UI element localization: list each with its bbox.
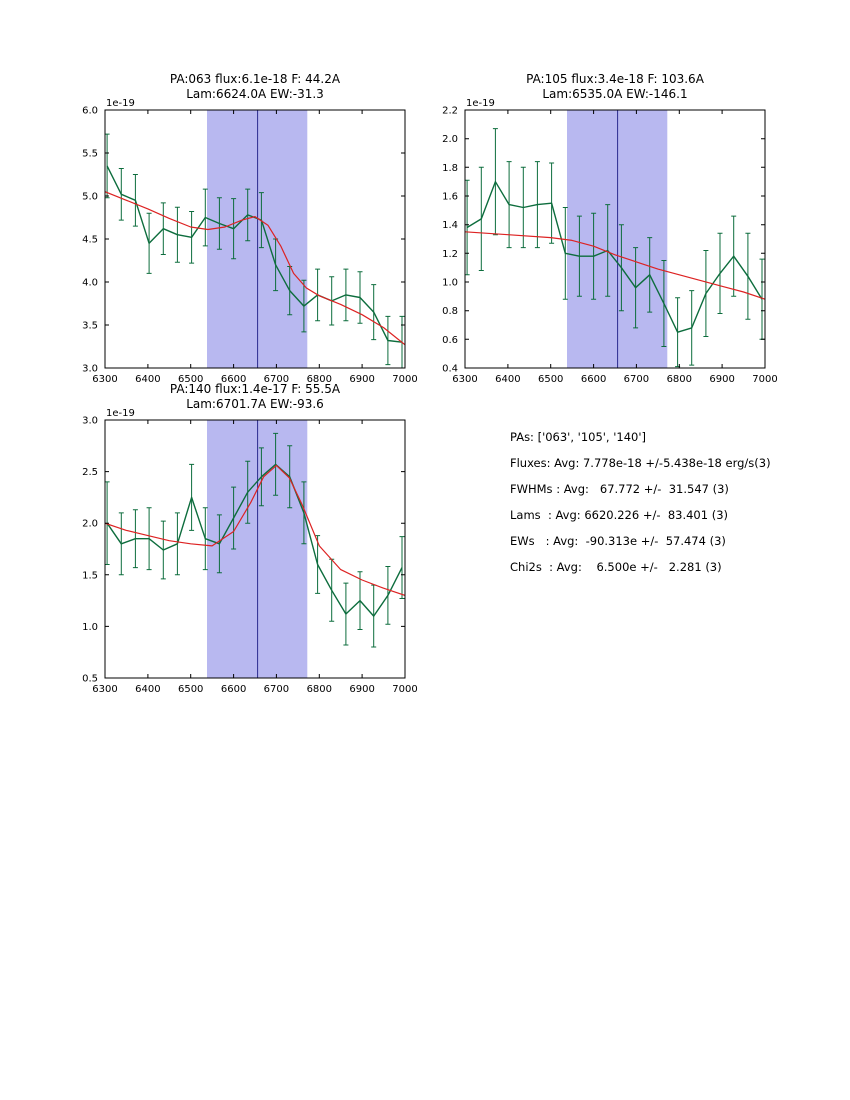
chart-title-line1: PA:140 flux:1.4e-17 F: 55.5A — [169, 382, 341, 396]
chart-title-pa063: PA:063 flux:6.1e-18 F: 44.2A Lam:6624.0A… — [105, 72, 405, 102]
chart-title-line1: PA:063 flux:6.1e-18 F: 44.2A — [169, 72, 341, 86]
tick-marks — [104, 109, 406, 369]
x-tick-label: 6400 — [135, 374, 160, 385]
y-tick-label: 1.6 — [442, 192, 458, 203]
fit-line — [105, 464, 405, 596]
axis-offset-label: 1e-19 — [106, 408, 135, 419]
plot-area-pa105: 6300 6400 6500 6600 6700 6800 6900 7000 0.4 0.6 0.… — [442, 98, 778, 385]
x-tick-label: 6300 — [92, 684, 117, 695]
x-tick-label: 6900 — [349, 684, 374, 695]
fit-line — [105, 191, 405, 346]
plot-area-pa140: 6300 6400 6500 6600 6700 6800 6900 7000 0.5 1.0 1.… — [82, 408, 418, 695]
y-tick-label: 1.5 — [82, 570, 98, 581]
y-tick-label: 2.2 — [442, 106, 458, 117]
y-tick-label: 3.0 — [82, 364, 98, 375]
subplot-pa105: PA:105 flux:3.4e-18 F: 103.6A Lam:6535.0… — [425, 70, 780, 390]
summary-stats-panel: PAs: ['063', '105', '140'] Fluxes: Avg: … — [510, 431, 771, 587]
axis-offset-label: 1e-19 — [466, 98, 495, 109]
stats-line-fluxes: Fluxes: Avg: 7.778e-18 +/-5.438e-18 erg/… — [510, 456, 771, 470]
x-tick-label: 6400 — [495, 374, 520, 385]
chart-title-line2: Lam:6624.0A EW:-31.3 — [186, 87, 324, 101]
y-tick-label: 0.5 — [82, 674, 98, 685]
chart-title-line1: PA:105 flux:3.4e-18 F: 103.6A — [526, 72, 704, 86]
y-tick-label: 0.8 — [442, 306, 458, 317]
x-tick-label: 7000 — [392, 374, 417, 385]
y-tick-label: 5.0 — [82, 192, 98, 203]
spectrum-line — [106, 165, 403, 343]
y-tick-label: 3.5 — [82, 321, 98, 332]
x-tick-label: 7000 — [752, 374, 777, 385]
x-tick-label: 6300 — [92, 374, 117, 385]
plot-area-pa063: 6300 6400 6500 6600 6700 6800 6900 7000 3.0 3.5 4.… — [82, 98, 418, 385]
x-tick-label: 6900 — [709, 374, 734, 385]
x-tick-label: 6700 — [264, 374, 289, 385]
stats-line-lams: Lams : Avg: 6620.226 +/- 83.401 (3) — [510, 508, 729, 522]
x-tick-label: 6700 — [624, 374, 649, 385]
x-tick-label: 6400 — [135, 684, 160, 695]
x-tick-label: 6900 — [349, 374, 374, 385]
y-tick-label: 3.0 — [82, 416, 98, 427]
subplot-pa063: PA:063 flux:6.1e-18 F: 44.2A Lam:6624.0A… — [65, 70, 420, 390]
x-tick-label: 7000 — [392, 684, 417, 695]
y-tick-label: 5.5 — [82, 149, 98, 160]
spectrum-line — [106, 463, 403, 617]
y-tick-label: 4.0 — [82, 278, 98, 289]
y-tick-label: 1.8 — [442, 163, 458, 174]
axes-frame — [464, 109, 766, 369]
stats-line-fwhms: FWHMs : Avg: 67.772 +/- 31.547 (3) — [510, 482, 729, 496]
chart-title-line2: Lam:6535.0A EW:-146.1 — [542, 87, 688, 101]
y-tick-label: 2.5 — [82, 467, 98, 478]
x-tick-label: 6600 — [581, 374, 606, 385]
stats-line-pas: PAs: ['063', '105', '140'] — [510, 430, 647, 444]
subplot-pa140: PA:140 flux:1.4e-17 F: 55.5A Lam:6701.7A… — [65, 380, 420, 700]
x-tick-label: 6800 — [307, 684, 332, 695]
x-tick-label: 6300 — [452, 374, 477, 385]
chart-title-pa105: PA:105 flux:3.4e-18 F: 103.6A Lam:6535.0… — [465, 72, 765, 102]
axes-frame — [104, 419, 406, 679]
y-tick-label: 1.4 — [442, 220, 458, 231]
fit-line — [465, 231, 765, 300]
y-tick-label: 0.4 — [442, 364, 458, 375]
x-tick-label: 6800 — [307, 374, 332, 385]
stats-line-chi2s: Chi2s : Avg: 6.500e +/- 2.281 (3) — [510, 560, 722, 574]
x-tick-label: 6700 — [264, 684, 289, 695]
x-tick-label: 6600 — [221, 684, 246, 695]
x-tick-label: 6500 — [178, 374, 203, 385]
y-tick-label: 1.0 — [442, 278, 458, 289]
y-tick-label: 2.0 — [82, 519, 98, 530]
axis-offset-label: 1e-19 — [106, 98, 135, 109]
y-tick-label: 0.6 — [442, 335, 458, 346]
stats-line-ews: EWs : Avg: -90.313e +/- 57.474 (3) — [510, 534, 726, 548]
tick-marks — [104, 419, 406, 679]
x-tick-label: 6500 — [178, 684, 203, 695]
chart-title-pa140: PA:140 flux:1.4e-17 F: 55.5A Lam:6701.7A… — [105, 382, 405, 412]
x-tick-label: 6600 — [221, 374, 246, 385]
x-tick-label: 6500 — [538, 374, 563, 385]
tick-marks — [464, 109, 766, 369]
x-tick-label: 6800 — [667, 374, 692, 385]
y-tick-label: 2.0 — [442, 134, 458, 145]
y-tick-label: 1.0 — [82, 622, 98, 633]
y-tick-label: 4.5 — [82, 235, 98, 246]
y-tick-label: 6.0 — [82, 106, 98, 117]
chart-title-line2: Lam:6701.7A EW:-93.6 — [186, 397, 324, 411]
y-tick-label: 1.2 — [442, 249, 458, 260]
